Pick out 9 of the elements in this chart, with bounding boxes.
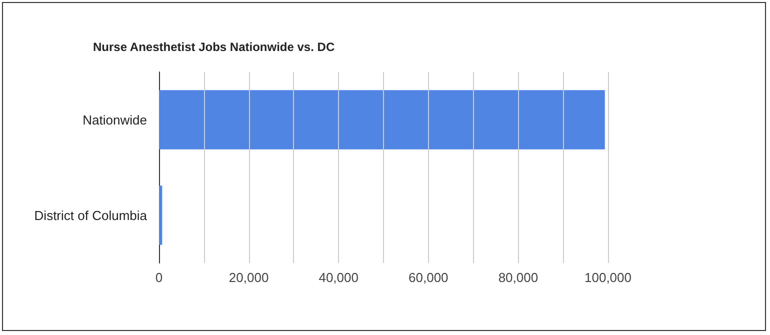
x-tick-label: 60,000 — [408, 270, 448, 285]
x-tick-label: 20,000 — [228, 270, 269, 285]
y-tick-label: Nationwide — [82, 112, 147, 128]
x-tick-label: 40,000 — [318, 270, 358, 285]
x-tick-label: 80,000 — [498, 270, 538, 285]
x-tick-label: 0 — [155, 270, 163, 285]
chart-title: Nurse Anesthetist Jobs Nationwide vs. DC — [93, 40, 335, 54]
y-tick-label: District of Columbia — [34, 208, 148, 223]
x-tick-label: 100,000 — [584, 270, 632, 285]
